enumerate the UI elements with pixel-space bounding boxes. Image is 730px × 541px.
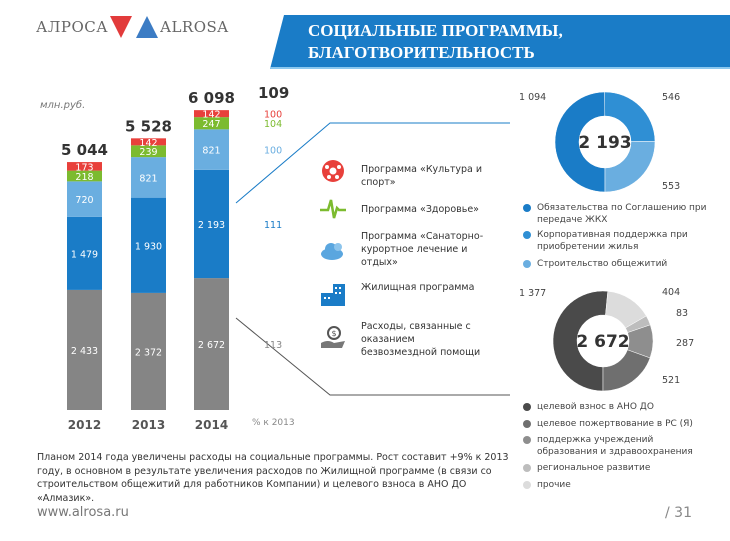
bar-value-label: 247 xyxy=(202,119,220,130)
pct-label: 113 xyxy=(264,340,282,351)
bar-segment xyxy=(67,216,102,290)
bar-value-label: 142 xyxy=(202,110,220,121)
bar-value-label: 821 xyxy=(202,146,220,157)
connector-line xyxy=(235,122,510,204)
pct-total: 109 xyxy=(258,84,290,102)
legend-item: прочие xyxy=(523,479,713,491)
bar-value-label: 142 xyxy=(139,138,157,149)
unit-label: млн.руб. xyxy=(40,100,86,111)
legend-item: целевой взнос в АНО ДО xyxy=(523,401,713,413)
footer-url[interactable]: www.alrosa.ru xyxy=(37,505,129,520)
bar-segment xyxy=(67,181,102,217)
donut-value-label: 553 xyxy=(662,181,680,192)
donut-value-label: 546 xyxy=(662,92,680,103)
legend-item: региональное развитие xyxy=(523,462,713,474)
legend-item: целевое пожертвование в РС (Я) xyxy=(523,418,713,430)
donut-value-label: 1 094 xyxy=(519,92,546,103)
bar-segment xyxy=(131,145,166,158)
bar-value-label: 2 372 xyxy=(135,347,162,358)
year-label: 2012 xyxy=(68,418,101,432)
bar-segment xyxy=(194,129,229,170)
program-housing: Жилищная программа xyxy=(361,282,475,293)
money-hand-icon: $ xyxy=(321,326,345,348)
bar-value-label: 1 479 xyxy=(71,249,98,260)
donut-center-label: 2 672 xyxy=(576,332,629,352)
bar-total-label: 5 044 xyxy=(61,141,108,159)
bar-segment xyxy=(131,157,166,198)
bar-value-label: 173 xyxy=(75,162,93,173)
cloud-icon xyxy=(321,243,343,260)
bar-value-label: 2 433 xyxy=(71,346,98,357)
pct-header: % к 2013 xyxy=(252,418,295,428)
program-charity: Расходы, связанные с оказанием безвозмез… xyxy=(361,321,481,358)
bar-value-label: 2 672 xyxy=(198,340,225,351)
year-label: 2013 xyxy=(132,418,165,432)
bar-segment xyxy=(194,110,229,118)
bar-segment xyxy=(67,162,102,171)
donut-slice xyxy=(602,349,651,392)
donut-value-label: 1 377 xyxy=(519,288,546,299)
page-number: / 31 xyxy=(665,505,692,521)
heartbeat-icon xyxy=(320,199,346,219)
legend-item: Обязательства по Соглашению при передаче… xyxy=(523,202,713,226)
bar-segment xyxy=(194,117,229,130)
bar-segment xyxy=(194,169,229,279)
legend-item: поддержка учреждений образования и здрав… xyxy=(523,434,713,458)
program-health: Программа «Здоровье» xyxy=(361,204,479,215)
building-icon xyxy=(321,284,345,306)
donut-value-label: 83 xyxy=(676,308,688,319)
bar-value-label: 218 xyxy=(75,172,93,183)
bar-segment xyxy=(131,292,166,410)
donut-value-label: 404 xyxy=(662,287,680,298)
pct-label: 104 xyxy=(264,119,282,130)
bar-value-label: 821 xyxy=(139,173,157,184)
donut-center-label: 2 193 xyxy=(578,133,631,153)
bar-segment xyxy=(67,289,102,410)
legend-item: Корпоративная поддержка при приобретении… xyxy=(523,229,713,253)
bar-value-label: 1 930 xyxy=(135,241,162,252)
svg-text:$: $ xyxy=(331,329,336,338)
connector-line xyxy=(235,317,510,396)
page-title-line2: БЛАГОТВОРИТЕЛЬНОСТЬ xyxy=(308,43,535,62)
soccer-ball-icon xyxy=(322,160,344,182)
bar-segment xyxy=(131,197,166,293)
bar-value-label: 720 xyxy=(75,195,93,206)
pct-label: 111 xyxy=(264,220,282,231)
logo: АЛРОСА ALROSA xyxy=(36,14,229,40)
program-sanatorium: Программа «Санаторно-курортное лечение и… xyxy=(361,231,484,268)
pct-label: 100 xyxy=(264,146,282,157)
bar-total-label: 6 098 xyxy=(188,89,235,107)
page-title-line1: СОЦИАЛЬНЫЕ ПРОГРАММЫ, xyxy=(308,21,563,40)
bar-value-label: 239 xyxy=(139,147,157,158)
program-culture-sport: Программа «Культура и спорт» xyxy=(361,164,483,188)
donut-slice xyxy=(604,141,656,193)
bar-segment xyxy=(67,170,102,182)
year-label: 2014 xyxy=(195,418,228,432)
donut-slice xyxy=(552,290,609,392)
summary-note: Планом 2014 года увеличены расходы на со… xyxy=(37,452,509,504)
bar-value-label: 2 193 xyxy=(198,220,225,231)
donut-value-label: 521 xyxy=(662,375,680,386)
bar-segment xyxy=(194,278,229,410)
title-banner: СОЦИАЛЬНЫЕ ПРОГРАММЫ, БЛАГОТВОРИТЕЛЬНОСТ… xyxy=(270,15,730,69)
bar-total-label: 5 528 xyxy=(125,117,172,135)
bar-segment xyxy=(131,138,166,146)
legend-item: Строительство общежитий xyxy=(523,258,713,270)
donut-value-label: 287 xyxy=(676,338,694,349)
logo-emblem-icon xyxy=(110,16,159,38)
donut-slice xyxy=(554,91,606,193)
pct-label: 100 xyxy=(264,110,282,121)
